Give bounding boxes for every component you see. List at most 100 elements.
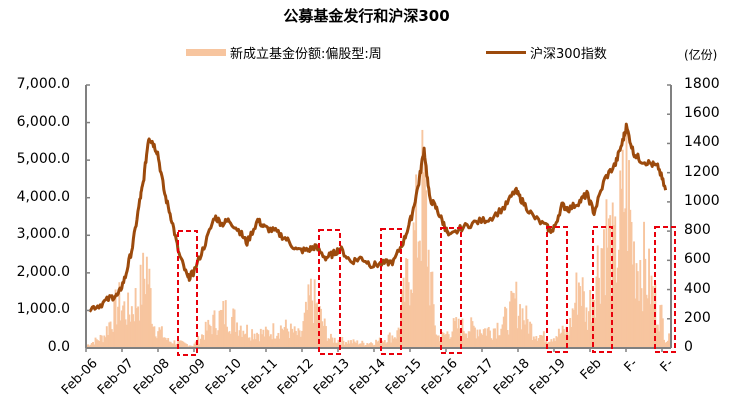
bar (303, 312, 306, 348)
bar (209, 326, 212, 348)
bar (102, 342, 104, 348)
bar (128, 314, 131, 348)
legend-item-fund-shares: 新成立基金份额:偏股型:周 (186, 43, 382, 62)
bar (188, 345, 191, 348)
bar (326, 340, 329, 348)
bar (386, 342, 389, 348)
bar (413, 230, 416, 348)
bar (343, 344, 346, 348)
bar (291, 328, 294, 348)
bar (630, 221, 633, 348)
bar (113, 295, 116, 348)
bar (549, 341, 552, 348)
bar (655, 324, 658, 348)
csi300-line (88, 122, 668, 313)
bar (244, 333, 247, 348)
bar (497, 335, 500, 348)
bar (342, 340, 345, 348)
bar (572, 309, 575, 348)
bar (453, 320, 456, 348)
bar (511, 292, 514, 348)
bar (178, 340, 181, 348)
annotation-box (177, 230, 198, 356)
bar (469, 331, 471, 348)
bar (450, 337, 453, 348)
bar (138, 320, 141, 348)
right-axis-tick-label: 600 (684, 251, 711, 268)
bar (122, 305, 125, 348)
bar (221, 310, 223, 348)
bar (370, 342, 372, 348)
bar (381, 340, 384, 348)
left-axis-tick-label: 6,000.0 (16, 113, 70, 130)
bar (262, 329, 265, 348)
bar (520, 329, 523, 348)
right-axis-tick-label: 1800 (684, 76, 720, 92)
bar (479, 329, 481, 348)
bar (438, 341, 441, 348)
bar (261, 334, 264, 348)
bar (227, 332, 230, 348)
bar (211, 334, 213, 348)
bar (592, 300, 595, 348)
bar (576, 314, 579, 348)
bar (420, 260, 423, 348)
bar (142, 252, 145, 348)
bar (393, 337, 396, 348)
bar (254, 339, 257, 348)
bar (356, 340, 359, 348)
bar (556, 337, 559, 348)
bar (564, 334, 567, 348)
bar (522, 320, 525, 348)
bar (105, 326, 108, 348)
bar (618, 249, 620, 348)
bar (87, 344, 89, 348)
bar (269, 334, 272, 348)
bar (519, 304, 522, 348)
bar (337, 339, 340, 348)
bar (396, 330, 399, 348)
bar (92, 341, 94, 348)
bar (586, 329, 589, 348)
bar (398, 329, 401, 348)
bar (373, 344, 376, 348)
bar (286, 328, 289, 348)
right-axis-tick-label: 1200 (684, 163, 720, 180)
bar (222, 301, 225, 348)
bar (204, 321, 207, 348)
bar (460, 336, 463, 348)
bar (238, 330, 241, 348)
bar (333, 337, 336, 348)
bar (375, 339, 377, 348)
bar (599, 303, 602, 348)
bar (390, 342, 393, 348)
bar (360, 343, 362, 348)
bar (365, 345, 367, 348)
bar (302, 321, 305, 348)
bar (631, 264, 634, 348)
bar (268, 336, 271, 348)
bar (376, 341, 379, 348)
bar (223, 324, 226, 348)
bar (312, 323, 315, 348)
bar (455, 317, 458, 348)
bar (352, 339, 355, 348)
bar (143, 278, 146, 348)
bar (179, 340, 182, 348)
bar (134, 288, 137, 348)
bar (289, 323, 292, 348)
bar (581, 277, 584, 348)
bar (233, 309, 236, 348)
bar (482, 329, 485, 348)
bar (259, 328, 262, 348)
bar (107, 335, 110, 348)
bar (428, 305, 431, 348)
bar (412, 222, 415, 348)
bar (451, 331, 454, 348)
bar (505, 308, 508, 348)
bar (139, 264, 142, 348)
bar (405, 258, 408, 348)
bar (598, 277, 600, 348)
bar (458, 328, 461, 348)
bar (539, 335, 542, 348)
